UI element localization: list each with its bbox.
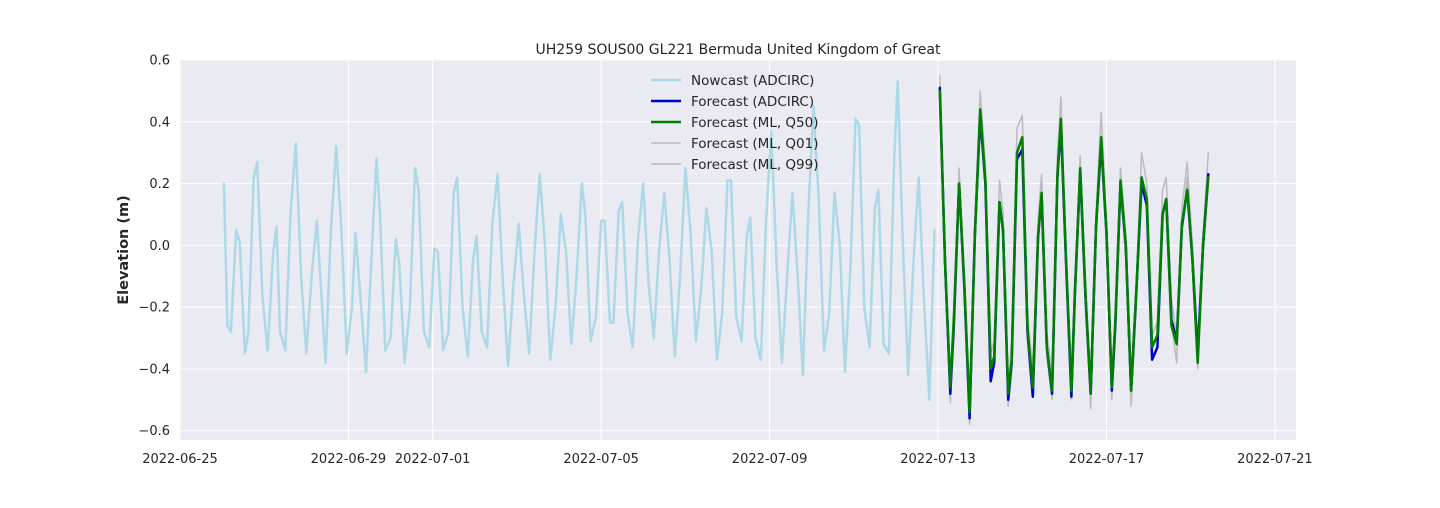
legend-label: Forecast (ML, Q50): [691, 115, 819, 131]
x-tick-label: 2022-07-01: [395, 452, 471, 467]
y-axis-ticks: 0.6 0.4 0.2 0.0 −0.2 −0.4 −0.6: [138, 54, 170, 440]
x-tick-label: 2022-07-17: [1069, 452, 1145, 467]
legend-label: Forecast (ML, Q99): [691, 157, 819, 173]
series-lines: [222, 74, 1210, 426]
legend-label: Forecast (ADCIRC): [691, 94, 814, 110]
x-tick-label: 2022-06-25: [142, 452, 218, 467]
x-tick-label: 2022-07-13: [900, 452, 976, 467]
x-tick-label: 2022-06-29: [311, 452, 387, 467]
x-tick-label: 2022-07-21: [1237, 452, 1313, 467]
y-tick-label: −0.6: [138, 424, 170, 439]
y-tick-label: 0.6: [149, 54, 170, 69]
legend: Nowcast (ADCIRC) Forecast (ADCIRC) Forecas…: [651, 73, 819, 173]
y-tick-label: 0.4: [149, 115, 170, 130]
x-tick-label: 2022-07-09: [732, 452, 808, 467]
series-line-nowcast-adcirc: [222, 80, 936, 402]
y-axis-label: Elevation (m): [116, 195, 132, 305]
legend-label: Forecast (ML, Q01): [691, 136, 819, 152]
series-line-forecast-ml-q50: [938, 89, 1210, 414]
x-tick-label: 2022-07-05: [563, 452, 639, 467]
y-tick-label: −0.4: [138, 362, 170, 377]
plot-area: [180, 60, 1296, 440]
chart-title: UH259 SOUS00 GL221 Bermuda United Kingdo…: [536, 42, 941, 58]
y-tick-label: 0.0: [149, 239, 170, 254]
x-axis-ticks: 2022-06-25 2022-06-29 2022-07-01 2022-07-05…: [142, 452, 1313, 467]
y-tick-label: −0.2: [138, 301, 170, 316]
legend-label: Nowcast (ADCIRC): [691, 73, 814, 89]
y-tick-label: 0.2: [149, 177, 170, 192]
